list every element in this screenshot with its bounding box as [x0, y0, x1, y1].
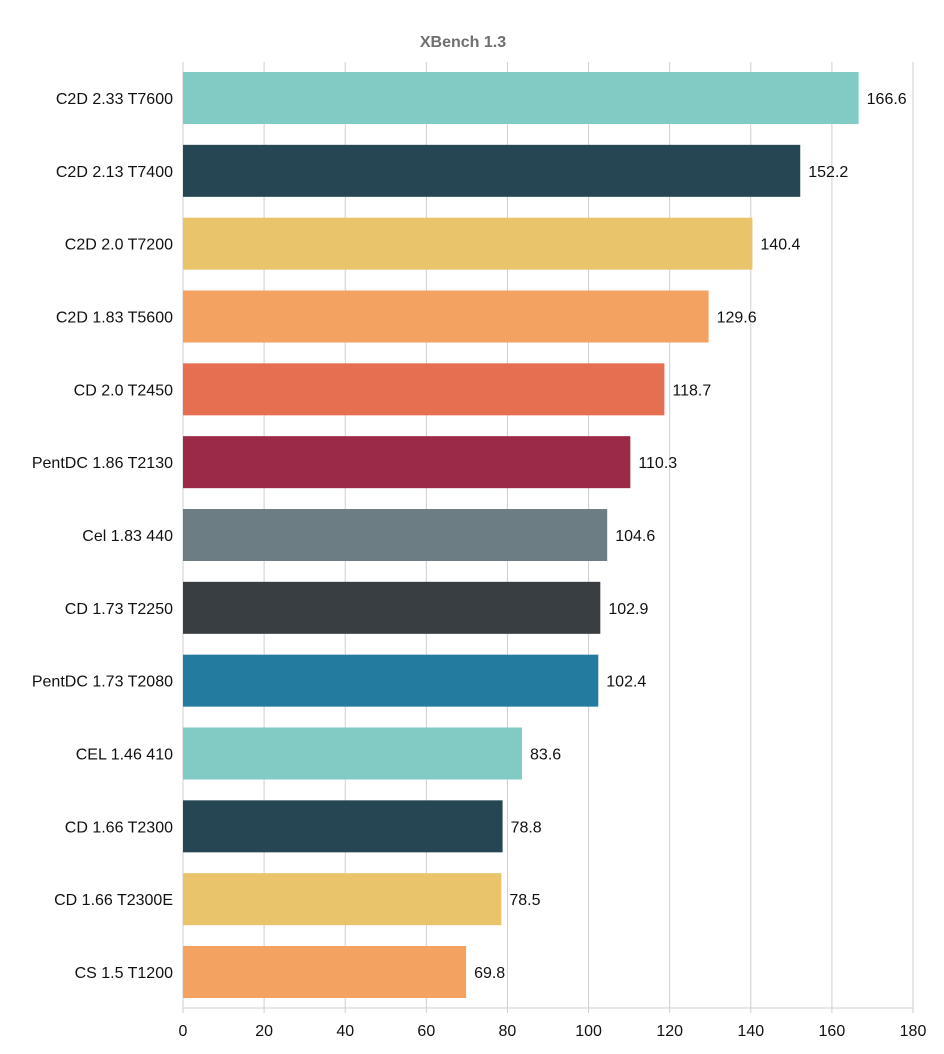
category-label: PentDC 1.86 T2130 — [32, 455, 173, 472]
data-label: 102.4 — [606, 674, 646, 691]
data-label: 104.6 — [615, 528, 655, 545]
x-tick-label: 60 — [417, 1023, 435, 1040]
chart-title: XBench 1.3 — [420, 34, 506, 51]
x-tick-label: 40 — [336, 1023, 354, 1040]
data-label: 102.9 — [608, 601, 648, 618]
x-tick-label: 100 — [575, 1023, 602, 1040]
category-label: PentDC 1.73 T2080 — [32, 674, 173, 691]
category-label: CD 1.66 T2300E — [54, 892, 173, 909]
bar — [183, 363, 665, 416]
x-tick-label: 80 — [499, 1023, 517, 1040]
category-label: CD 1.73 T2250 — [65, 601, 173, 618]
data-label: 69.8 — [474, 965, 505, 982]
category-label: CS 1.5 T1200 — [75, 965, 174, 982]
bar — [183, 436, 631, 489]
data-label: 140.4 — [760, 237, 800, 254]
data-label: 166.6 — [867, 91, 907, 108]
x-tick-label: 140 — [737, 1023, 764, 1040]
category-label: Cel 1.83 440 — [82, 528, 173, 545]
data-label: 78.5 — [509, 892, 540, 909]
bar — [183, 727, 523, 780]
bar — [183, 800, 503, 853]
category-label: C2D 1.83 T5600 — [56, 310, 173, 327]
bar — [183, 217, 753, 270]
data-label: 118.7 — [672, 382, 711, 399]
category-label: C2D 2.33 T7600 — [56, 91, 173, 108]
data-label: 110.3 — [638, 455, 677, 472]
category-label: C2D 2.13 T7400 — [56, 164, 173, 181]
data-label: 129.6 — [717, 310, 757, 327]
bar — [183, 873, 502, 926]
x-tick-label: 20 — [255, 1023, 273, 1040]
x-tick-label: 180 — [900, 1023, 927, 1040]
x-tick-label: 120 — [656, 1023, 683, 1040]
bar — [183, 72, 859, 124]
bar — [183, 509, 608, 561]
data-label: 83.6 — [530, 747, 561, 764]
x-tick-label: 0 — [179, 1023, 188, 1040]
category-label: CD 2.0 T2450 — [74, 382, 173, 399]
bar — [183, 290, 709, 343]
bar — [183, 946, 467, 998]
x-tick-label: 160 — [819, 1023, 846, 1040]
category-label: CD 1.66 T2300 — [65, 819, 173, 836]
category-label: CEL 1.46 410 — [76, 747, 173, 764]
data-label: 78.8 — [511, 819, 542, 836]
category-label: C2D 2.0 T7200 — [65, 237, 173, 254]
bar — [183, 144, 801, 197]
bar — [183, 581, 601, 634]
data-label: 152.2 — [808, 164, 848, 181]
bar — [183, 654, 599, 707]
